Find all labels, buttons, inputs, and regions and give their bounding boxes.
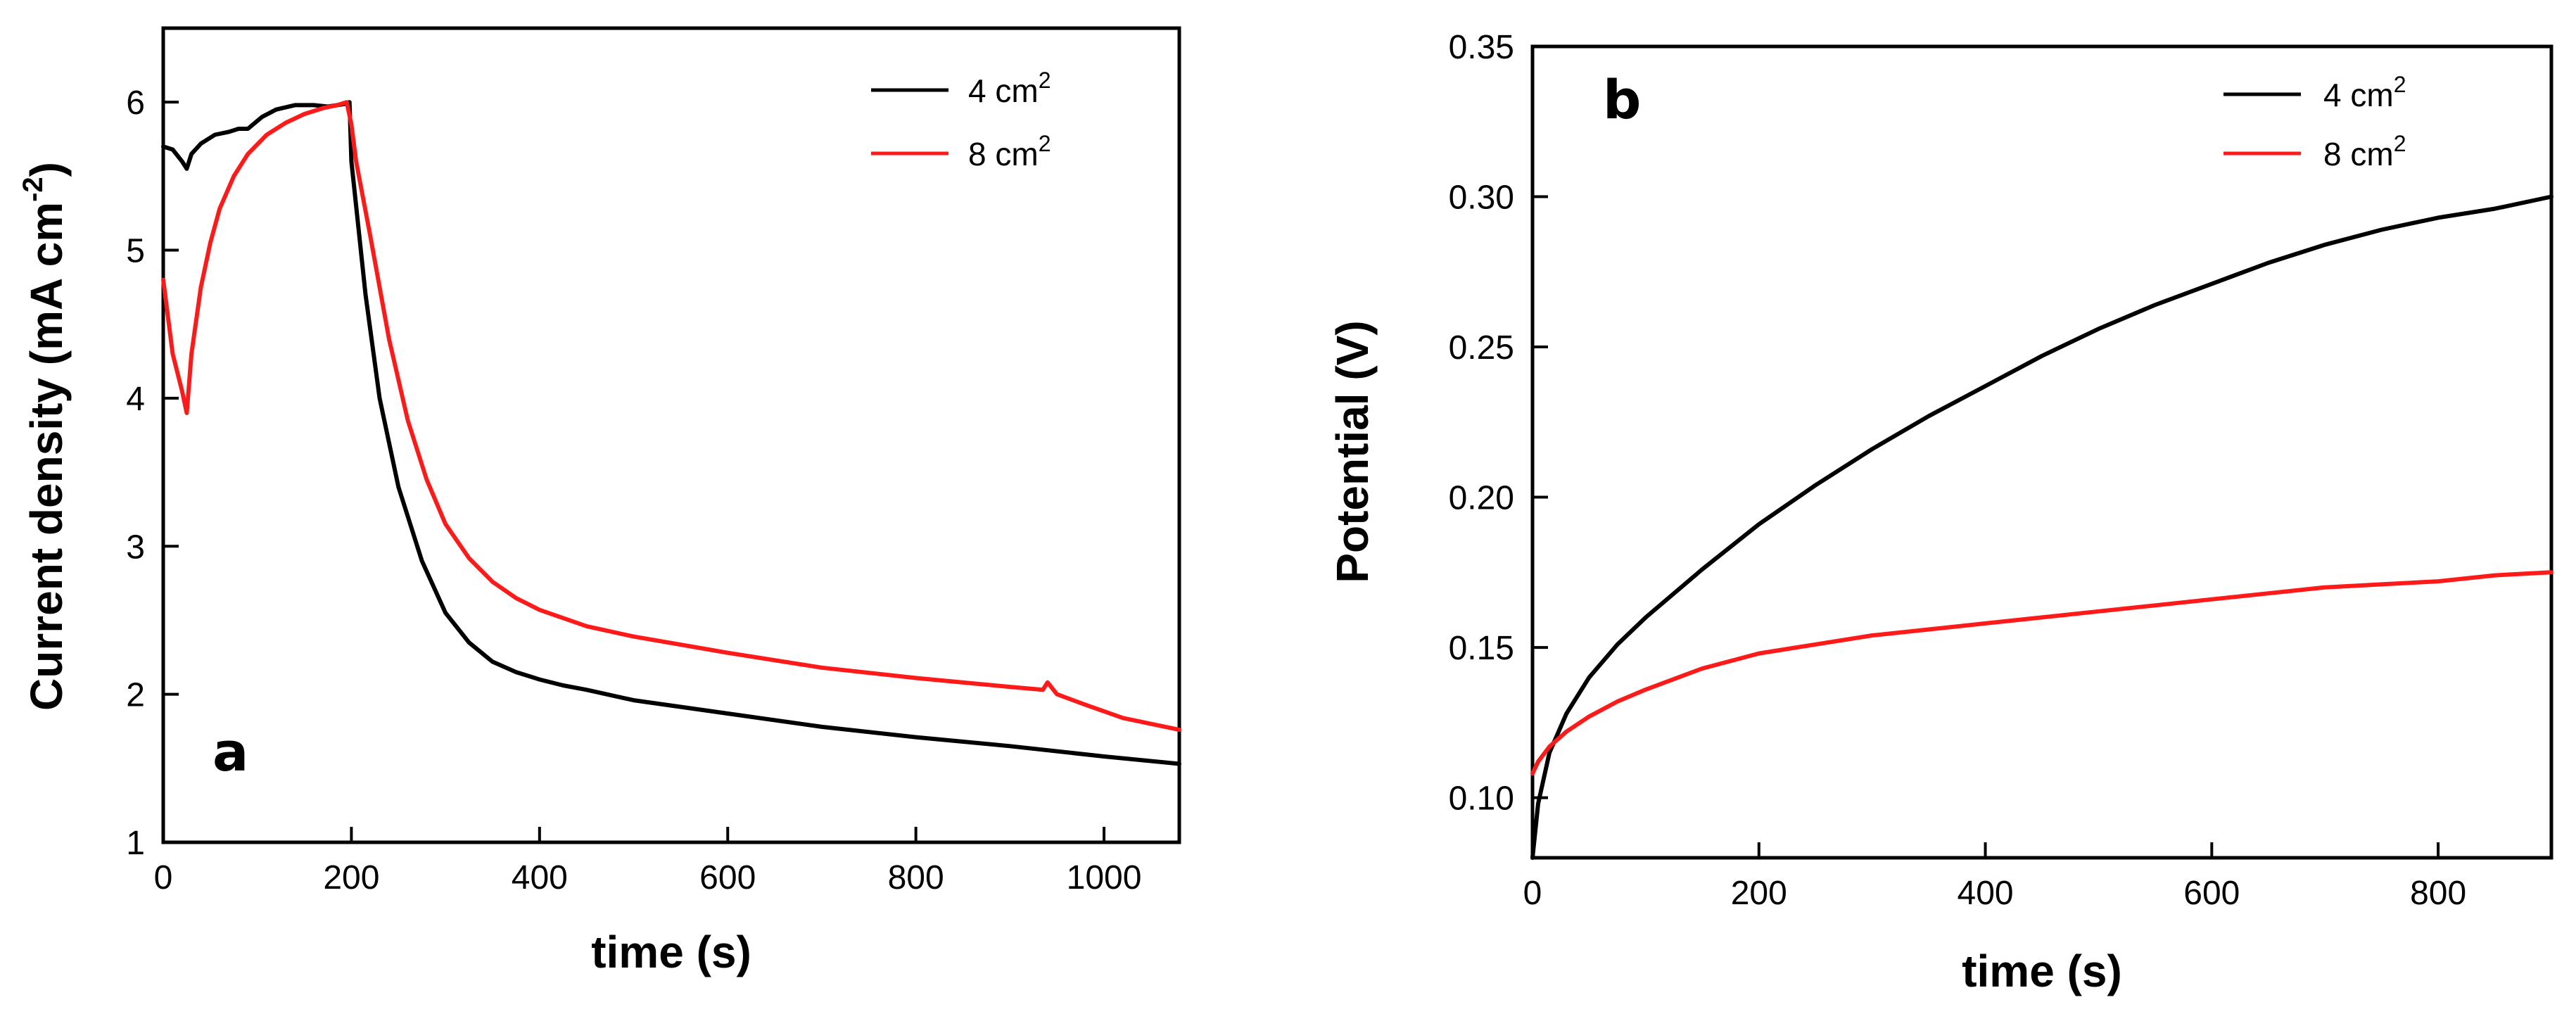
y-axis-title-a-main: Current density (mA cm (21, 202, 72, 711)
legend-label-b-1: 8 cm2 (2323, 131, 2406, 172)
x-ticks-a: 0 200 400 600 800 1000 (154, 827, 1142, 896)
x-tick-label-a-2: 400 (512, 859, 568, 896)
x-tick-label-a-0: 0 (154, 859, 173, 896)
x-axis-title-a: time (s) (591, 927, 751, 977)
legend-label-a-0-sup: 2 (1039, 68, 1051, 93)
series-group-b (1530, 194, 2553, 860)
legend-label-a-0: 4 cm2 (968, 68, 1051, 109)
x-tick-label-b-2: 400 (1958, 875, 2014, 912)
y-tick-label-b-5: 0.35 (1449, 29, 1514, 66)
y-axis-title-a-sup: -2 (18, 177, 49, 202)
x-tick-label-a-1: 200 (323, 859, 379, 896)
plot-frame-b (1530, 44, 2553, 860)
x-axis-title-b: time (s) (1962, 946, 2122, 996)
legend-label-b-0-main: 4 cm (2323, 77, 2394, 113)
y-tick-label-b-1: 0.15 (1449, 630, 1514, 667)
series-line-b-1 (1530, 570, 2553, 776)
series-line-a-1 (161, 100, 1181, 733)
y-tick-label-b-3: 0.25 (1449, 329, 1514, 367)
legend-label-b-0: 4 cm2 (2323, 72, 2406, 113)
y-tick-label-a-4: 5 (126, 233, 145, 270)
y-tick-label-a-2: 3 (126, 528, 145, 566)
x-tick-label-b-3: 600 (2183, 875, 2240, 912)
x-tick-label-a-3: 600 (699, 859, 756, 896)
x-tick-label-b-4: 800 (2410, 875, 2466, 912)
legend-label-a-1-main: 8 cm (968, 136, 1039, 172)
x-tick-label-b-1: 200 (1731, 875, 1787, 912)
y-ticks-b: 0.10 0.15 0.20 0.25 0.30 0.35 (1449, 29, 1548, 818)
series-line-a-0 (161, 100, 1181, 766)
y-tick-label-b-0: 0.10 (1449, 780, 1514, 818)
panel-label-b: b (1603, 68, 1641, 131)
panel-label-a: a (212, 721, 248, 783)
legend-label-b-0-sup: 2 (2394, 72, 2406, 97)
legend-label-a-1-sup: 2 (1039, 131, 1051, 156)
x-tick-label-b-0: 0 (1523, 875, 1542, 912)
y-tick-label-a-5: 6 (126, 84, 145, 122)
legend-label-a-0-main: 4 cm (968, 72, 1039, 109)
y-axis-title-a-tail: ) (21, 162, 72, 177)
y-tick-label-a-3: 4 (126, 381, 145, 418)
x-tick-label-a-4: 800 (888, 859, 944, 896)
x-tick-label-a-5: 1000 (1067, 859, 1142, 896)
chart-panel-b: 0 200 400 600 800 0.10 0.15 0.20 0.25 0.30 0.35 t… (1327, 29, 2553, 996)
legend-label-b-1-sup: 2 (2394, 131, 2406, 156)
legend-label-a-1: 8 cm2 (968, 131, 1051, 172)
x-ticks-b: 0 200 400 600 800 (1523, 842, 2466, 912)
legend-a: 4 cm2 8 cm2 (871, 68, 1051, 172)
y-ticks-a: 1 2 3 4 5 6 (126, 84, 179, 862)
y-tick-label-b-4: 0.30 (1449, 179, 1514, 217)
legend-label-b-1-main: 8 cm (2323, 136, 2394, 172)
series-line-b-0 (1530, 194, 2553, 860)
y-axis-title-b: Potential (V) (1327, 320, 1378, 583)
y-tick-label-b-2: 0.20 (1449, 480, 1514, 517)
chart-panel-a: 0 200 400 600 800 1000 1 2 3 4 5 6 time (s) Curren… (18, 26, 1181, 977)
y-tick-label-a-1: 2 (126, 677, 145, 714)
series-group-a (161, 100, 1181, 766)
plot-frame-a (161, 26, 1181, 844)
y-axis-title-a: Current density (mA cm-2) (18, 162, 72, 711)
legend-b: 4 cm2 8 cm2 (2223, 72, 2406, 172)
y-tick-label-a-0: 1 (126, 825, 145, 862)
